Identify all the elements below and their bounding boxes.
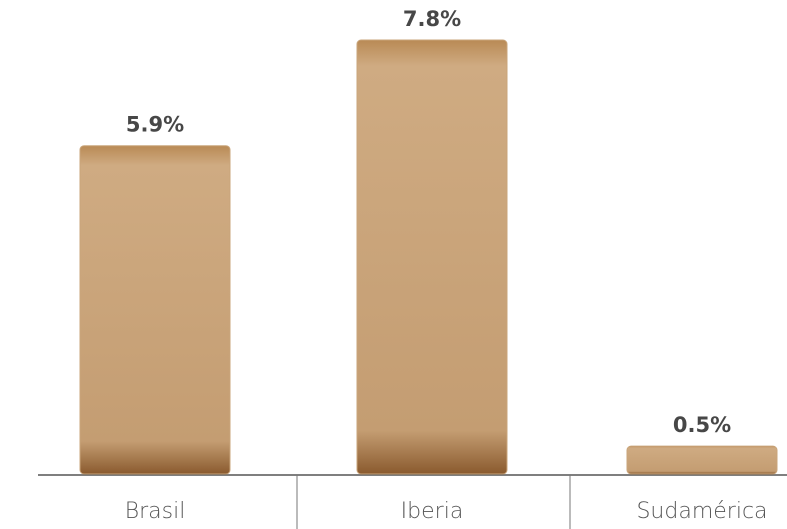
value-label: 0.5% xyxy=(673,413,731,437)
value-label: 7.8% xyxy=(403,7,461,31)
category-label: Sudamérica xyxy=(636,499,767,524)
bar xyxy=(79,145,231,475)
bar xyxy=(626,445,778,475)
bar xyxy=(356,39,508,475)
category-label: Brasil xyxy=(125,499,186,524)
category-label: Iberia xyxy=(401,499,464,524)
value-label: 5.9% xyxy=(126,113,184,137)
